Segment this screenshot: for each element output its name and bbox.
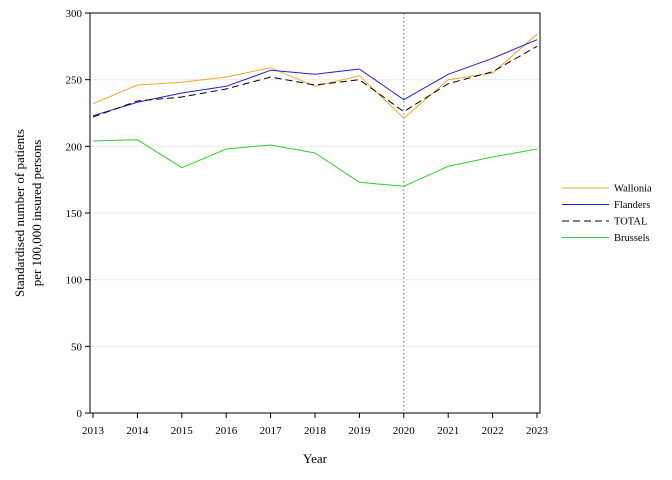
y-tick-label: 200: [66, 141, 83, 153]
y-tick-label: 0: [77, 408, 83, 420]
series-line-wallonia: [92, 33, 538, 119]
x-tick-label: 2015: [171, 425, 194, 437]
legend-label-brussels: Brussels: [614, 233, 650, 244]
series-lines: [92, 33, 538, 187]
legend-label-wallonia: Wallonia: [614, 184, 652, 195]
x-tick-label: 2016: [215, 425, 238, 437]
x-tick-label: 2017: [260, 425, 283, 437]
y-axis-title: Standardised number of patients per 100,…: [12, 129, 44, 297]
legend-label-flanders: Flanders: [614, 200, 650, 211]
series-line-flanders: [92, 39, 538, 117]
y-tick-label: 150: [66, 208, 83, 220]
x-tick-label: 2020: [393, 425, 416, 437]
x-axis-title: Year: [303, 451, 328, 466]
x-tick-label: 2019: [348, 425, 371, 437]
y-axis: 0 50 100 150 200 250 300: [66, 8, 90, 420]
x-tick-label: 2021: [437, 425, 459, 437]
y-tick-label: 100: [66, 275, 83, 287]
x-tick-label: 2018: [304, 425, 327, 437]
y-tick-label: 300: [66, 8, 83, 20]
y-tick-label: 50: [71, 341, 83, 353]
y-axis-title-line-1: Standardised number of patients: [12, 129, 27, 297]
y-tick-label: 250: [66, 75, 83, 87]
x-tick-label: 2022: [482, 425, 504, 437]
x-axis: 2013 2014 2015 2016 2017 2018 2019 2020 2021 2022…: [82, 413, 549, 437]
x-tick-label: 2023: [526, 425, 549, 437]
legend-label-total: TOTAL: [614, 217, 647, 228]
grid-lines: [90, 79, 540, 347]
x-tick-label: 2013: [82, 425, 105, 437]
series-line-brussels: [92, 139, 538, 187]
legend: Wallonia Flanders TOTAL Brussels: [562, 184, 652, 244]
series-line-total: [92, 45, 538, 118]
y-axis-title-line-2: per 100,000 insured persons: [29, 140, 44, 287]
x-tick-label: 2014: [126, 425, 149, 437]
